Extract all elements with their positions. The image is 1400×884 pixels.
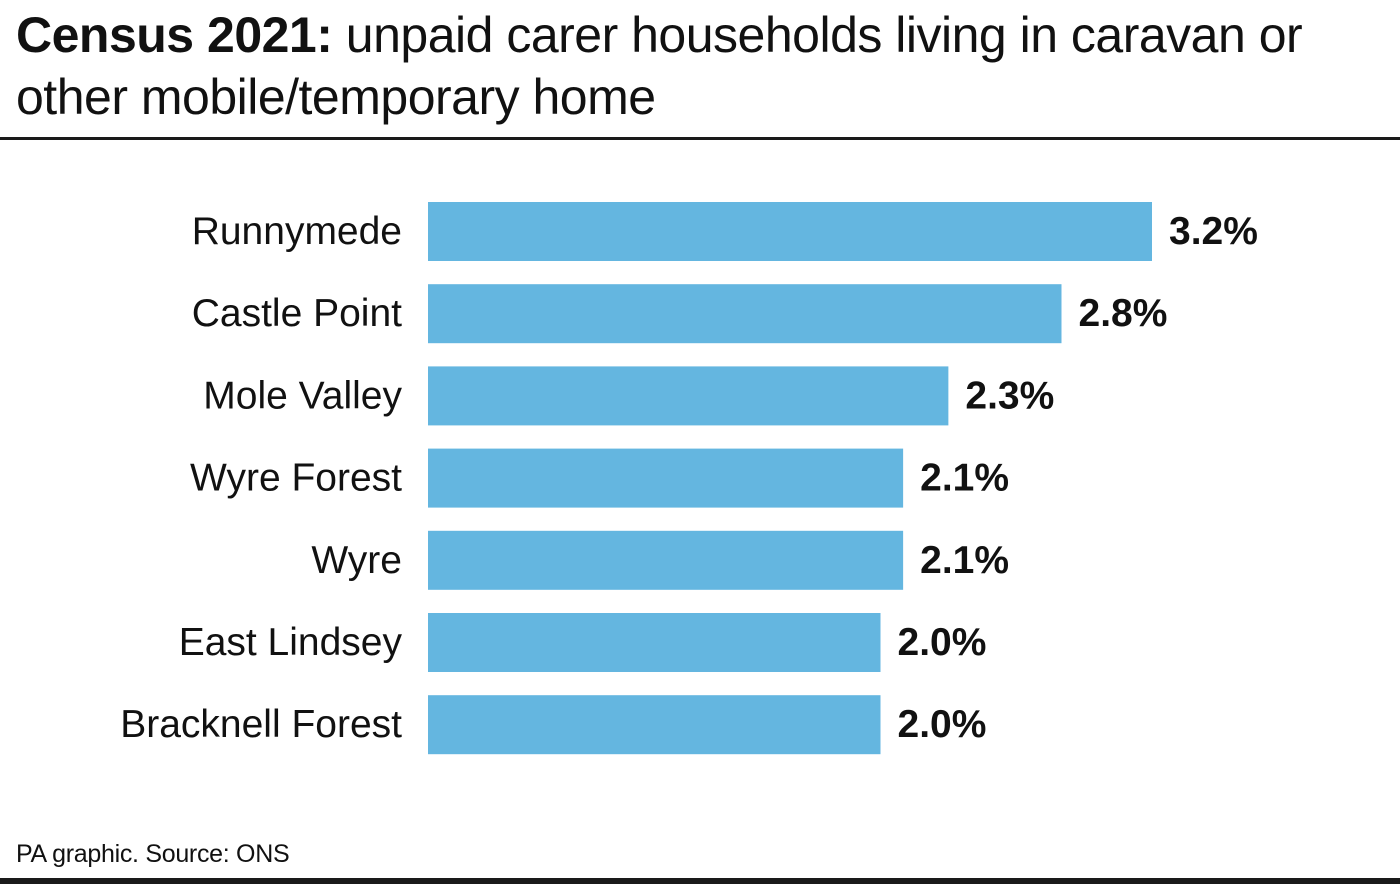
category-label-castle-point: Castle Point bbox=[192, 292, 402, 335]
chart-title-bold: Census 2021: bbox=[16, 7, 333, 63]
bar-wyre bbox=[428, 530, 904, 590]
bar-wyre-forest bbox=[428, 448, 904, 508]
category-label-runnymede: Runnymede bbox=[192, 210, 402, 253]
bar-east-lindsey bbox=[428, 613, 881, 672]
category-label-east-lindsey: East Lindsey bbox=[179, 621, 403, 664]
value-label-east-lindsey: 2.0% bbox=[898, 621, 987, 664]
chart-title-rest: unpaid carer households living in carava… bbox=[16, 7, 1303, 125]
bar-castle-point bbox=[428, 284, 1062, 344]
top-rule bbox=[0, 137, 1400, 140]
source-note: PA graphic. Source: ONS bbox=[16, 840, 290, 868]
value-label-wyre: 2.1% bbox=[920, 539, 1009, 582]
value-label-bracknell-forest: 2.0% bbox=[898, 703, 987, 746]
category-label-bracknell-forest: Bracknell Forest bbox=[120, 703, 402, 746]
value-label-runnymede: 3.2% bbox=[1169, 210, 1258, 253]
category-label-wyre: Wyre bbox=[311, 539, 402, 582]
value-label-castle-point: 2.8% bbox=[1079, 292, 1168, 335]
bottom-rule bbox=[0, 878, 1400, 884]
bar-runnymede bbox=[428, 202, 1152, 261]
bar-mole-valley bbox=[428, 366, 949, 426]
chart-title: Census 2021: unpaid carer households liv… bbox=[16, 4, 1386, 128]
bar-bracknell-forest bbox=[428, 695, 881, 755]
value-label-wyre-forest: 2.1% bbox=[920, 457, 1009, 500]
category-label-mole-valley: Mole Valley bbox=[203, 374, 402, 417]
value-label-mole-valley: 2.3% bbox=[965, 374, 1054, 417]
category-label-wyre-forest: Wyre Forest bbox=[190, 457, 402, 500]
